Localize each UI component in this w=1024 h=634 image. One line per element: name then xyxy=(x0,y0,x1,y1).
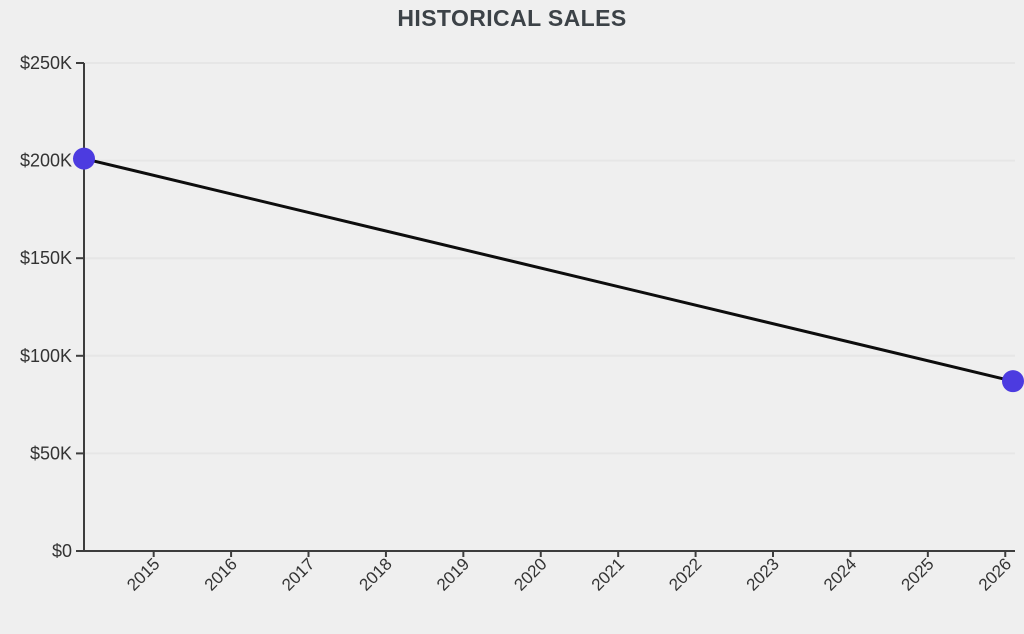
y-tick-label: $100K xyxy=(20,346,72,366)
x-tick-label: 2022 xyxy=(665,554,705,594)
data-point[interactable] xyxy=(1002,370,1024,393)
x-tick-label: 2016 xyxy=(201,554,241,594)
x-tick-label: 2021 xyxy=(588,554,628,594)
y-tick-label: $150K xyxy=(20,248,72,268)
y-tick-label: $200K xyxy=(20,151,72,171)
x-tick-label: 2019 xyxy=(433,554,473,594)
y-tick-label: $250K xyxy=(20,53,72,73)
x-tick-label: 2018 xyxy=(356,554,396,594)
y-tick-label: $50K xyxy=(30,443,72,463)
x-tick-label: 2025 xyxy=(897,554,937,594)
y-tick-label: $0 xyxy=(52,541,72,561)
sales-trend-line xyxy=(83,157,1014,383)
x-tick-label: 2023 xyxy=(743,554,783,594)
x-tick-label: 2020 xyxy=(510,554,550,594)
x-tick-label: 2017 xyxy=(278,554,318,594)
x-tick-label: 2024 xyxy=(820,554,860,594)
x-tick-label: 2026 xyxy=(975,554,1015,594)
data-point[interactable] xyxy=(73,147,95,170)
x-tick-label: 2015 xyxy=(123,554,163,594)
chart-title: HISTORICAL SALES xyxy=(397,5,627,31)
